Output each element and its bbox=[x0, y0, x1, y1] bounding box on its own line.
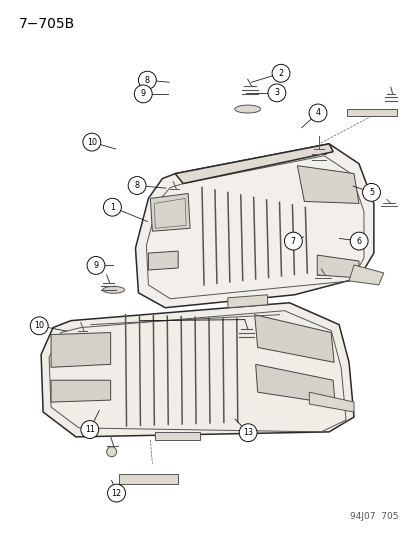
Circle shape bbox=[128, 176, 146, 195]
Text: 4: 4 bbox=[315, 109, 320, 117]
Text: 94J07  705: 94J07 705 bbox=[349, 512, 398, 521]
Polygon shape bbox=[227, 295, 267, 308]
Text: 10: 10 bbox=[34, 321, 44, 330]
Circle shape bbox=[349, 232, 367, 250]
Circle shape bbox=[134, 85, 152, 103]
Polygon shape bbox=[348, 265, 383, 285]
Text: 2: 2 bbox=[278, 69, 283, 78]
Polygon shape bbox=[135, 144, 373, 308]
Text: 9: 9 bbox=[140, 90, 145, 99]
Circle shape bbox=[362, 183, 380, 201]
Polygon shape bbox=[309, 392, 353, 412]
Circle shape bbox=[103, 198, 121, 216]
Circle shape bbox=[107, 484, 125, 502]
Polygon shape bbox=[118, 474, 178, 483]
Circle shape bbox=[284, 232, 301, 250]
Circle shape bbox=[83, 133, 100, 151]
Text: 7−705B: 7−705B bbox=[19, 17, 75, 31]
Text: 10: 10 bbox=[87, 138, 97, 147]
Polygon shape bbox=[155, 432, 199, 440]
Circle shape bbox=[87, 256, 104, 274]
Polygon shape bbox=[41, 303, 353, 437]
Circle shape bbox=[138, 71, 156, 89]
Polygon shape bbox=[51, 380, 110, 402]
Text: 11: 11 bbox=[85, 425, 95, 434]
Circle shape bbox=[30, 317, 48, 335]
Text: 8: 8 bbox=[145, 76, 150, 85]
Ellipse shape bbox=[234, 105, 260, 113]
Text: 13: 13 bbox=[242, 428, 252, 437]
Text: 5: 5 bbox=[368, 188, 373, 197]
Circle shape bbox=[271, 64, 289, 82]
Text: 6: 6 bbox=[356, 237, 361, 246]
Text: 9: 9 bbox=[93, 261, 98, 270]
Polygon shape bbox=[346, 109, 396, 116]
Circle shape bbox=[107, 447, 116, 457]
Circle shape bbox=[81, 421, 99, 439]
Text: 7: 7 bbox=[290, 237, 295, 246]
Ellipse shape bbox=[102, 286, 124, 293]
Polygon shape bbox=[297, 166, 358, 204]
Text: 8: 8 bbox=[134, 181, 139, 190]
Polygon shape bbox=[51, 333, 110, 367]
Text: 3: 3 bbox=[274, 88, 279, 98]
Circle shape bbox=[309, 104, 326, 122]
Polygon shape bbox=[316, 255, 358, 278]
Circle shape bbox=[267, 84, 285, 102]
Text: 1: 1 bbox=[110, 203, 115, 212]
Polygon shape bbox=[148, 251, 178, 270]
Polygon shape bbox=[255, 365, 335, 404]
Circle shape bbox=[239, 424, 256, 442]
Polygon shape bbox=[254, 314, 333, 362]
Polygon shape bbox=[175, 144, 332, 183]
Text: 12: 12 bbox=[111, 489, 121, 498]
Polygon shape bbox=[150, 193, 190, 231]
